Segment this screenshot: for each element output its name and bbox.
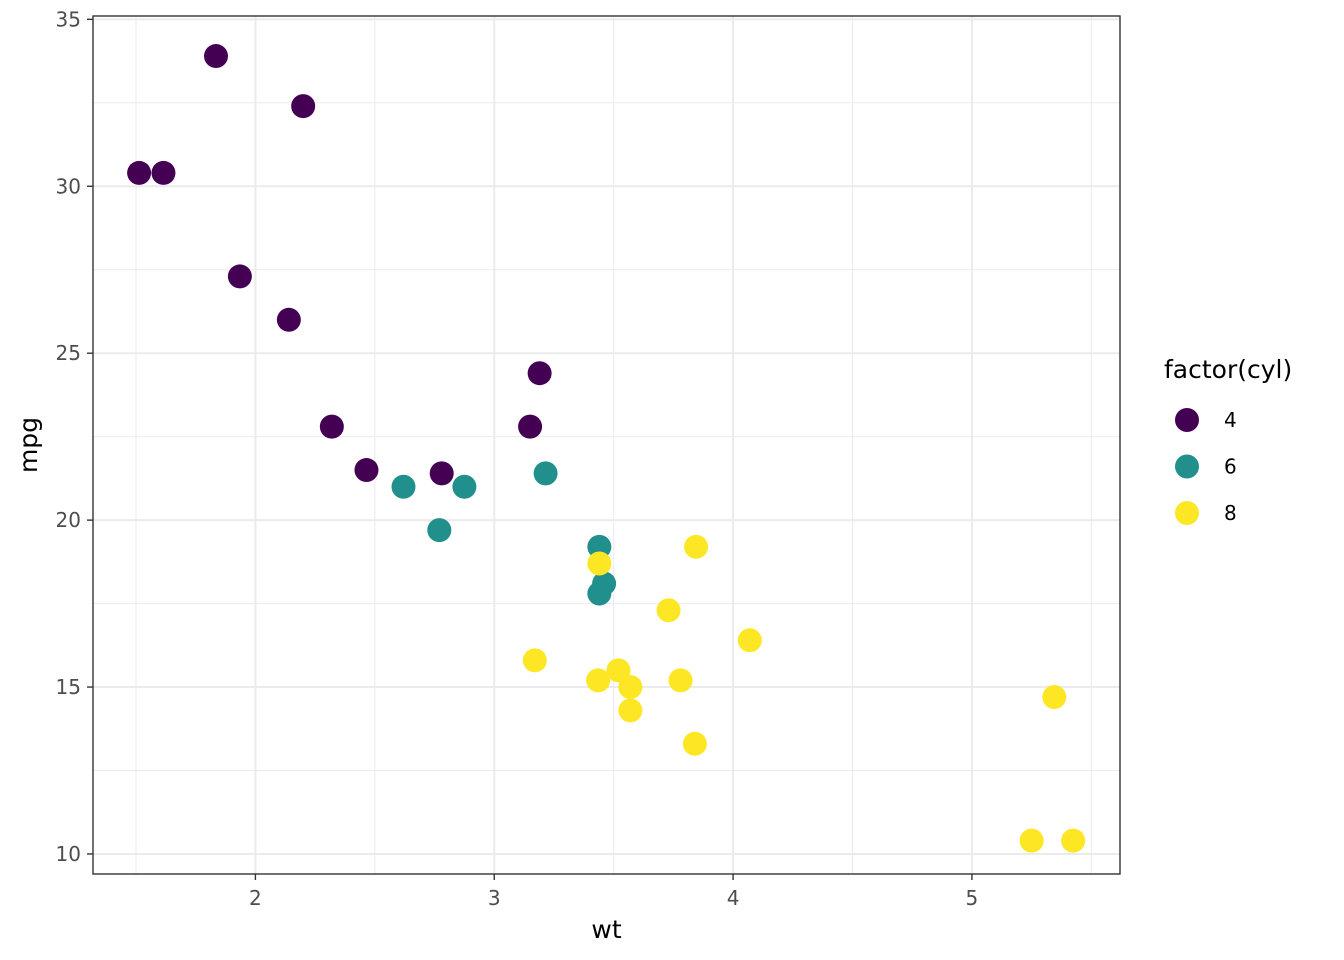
data-point-cyl-8 xyxy=(618,698,643,723)
data-point-cyl-4 xyxy=(354,458,379,483)
legend-items: 4 6 8 xyxy=(1175,408,1237,525)
data-point-cyl-8 xyxy=(1061,828,1086,853)
data-point-cyl-8 xyxy=(1019,828,1044,853)
data-point-cyl-4 xyxy=(204,44,229,69)
data-point-cyl-6 xyxy=(587,581,612,606)
y-tick-label: 10 xyxy=(56,842,81,866)
x-tick-label: 2 xyxy=(249,886,262,910)
data-point-cyl-6 xyxy=(533,461,558,486)
data-point-cyl-4 xyxy=(276,307,301,332)
data-point-cyl-8 xyxy=(618,675,643,700)
y-tick-label: 30 xyxy=(56,174,81,198)
data-point-cyl-4 xyxy=(127,160,152,185)
data-point-cyl-8 xyxy=(668,668,693,693)
data-point-cyl-6 xyxy=(391,474,416,499)
legend-key-6 xyxy=(1175,454,1199,479)
data-point-cyl-8 xyxy=(737,628,762,653)
x-tick-label: 4 xyxy=(727,886,740,910)
data-point-cyl-8 xyxy=(1042,685,1067,710)
data-point-cyl-8 xyxy=(522,648,547,673)
data-point-cyl-8 xyxy=(684,534,709,559)
legend-key-8 xyxy=(1175,501,1199,525)
y-tick-label: 25 xyxy=(56,341,81,365)
legend-key-4 xyxy=(1175,408,1199,432)
axes: 2 3 4 5 10 15 20 25 30 35 xyxy=(56,7,979,910)
y-axis-title: mpg xyxy=(14,417,43,473)
grid xyxy=(93,16,1120,874)
data-point-cyl-4 xyxy=(291,94,316,119)
x-tick-label: 3 xyxy=(488,886,501,910)
data-point-cyl-4 xyxy=(527,361,552,386)
data-point-cyl-8 xyxy=(606,658,631,683)
legend-label-6: 6 xyxy=(1224,455,1237,479)
x-tick-label: 5 xyxy=(966,886,979,910)
legend-label-4: 4 xyxy=(1224,408,1237,432)
data-point-cyl-6 xyxy=(452,474,477,499)
y-tick-label: 35 xyxy=(56,7,81,31)
legend: factor(cyl) 4 6 8 xyxy=(1164,355,1292,525)
x-axis-title: wt xyxy=(591,915,621,944)
data-point-cyl-4 xyxy=(227,264,252,289)
data-point-cyl-4 xyxy=(429,461,454,486)
data-point-cyl-8 xyxy=(586,668,611,693)
data-point-cyl-4 xyxy=(151,160,176,185)
legend-label-8: 8 xyxy=(1224,501,1237,525)
data-point-cyl-8 xyxy=(656,598,681,623)
data-point-cyl-6 xyxy=(427,518,452,543)
plot-panel-border xyxy=(92,15,1121,875)
y-tick-label: 15 xyxy=(56,675,81,699)
data-point-cyl-6 xyxy=(587,534,612,559)
data-point-cyl-4 xyxy=(319,414,344,439)
legend-title: factor(cyl) xyxy=(1164,355,1292,384)
data-point-cyl-8 xyxy=(682,731,707,756)
y-tick-label: 20 xyxy=(56,508,81,532)
data-points xyxy=(127,44,1086,853)
data-point-cyl-8 xyxy=(587,551,612,576)
data-point-cyl-4 xyxy=(518,414,543,439)
